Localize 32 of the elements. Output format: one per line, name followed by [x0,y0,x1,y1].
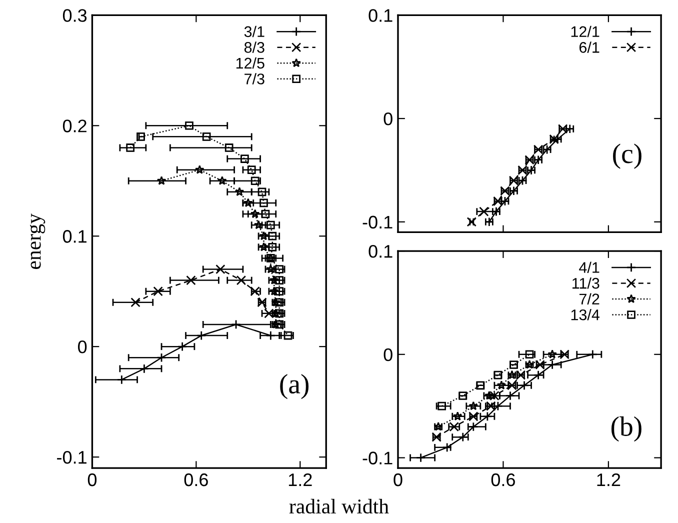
x-tick-label: 0 [88,473,97,486]
y-tick-label: -0.1 [362,216,392,229]
y-tick-label: 0 [384,348,392,362]
x-tick-label: 0.6 [184,473,208,486]
legend-label: 7/3 [244,73,264,84]
y-tick-label: 0.1 [368,244,392,258]
legend-label: 3/1 [244,26,264,38]
annotation: (c) [613,144,642,169]
y-axis-title: energy [30,214,46,269]
legend-label: 8/3 [244,42,264,53]
legend-label: 12/1 [571,26,600,38]
y-tick-label: -0.1 [57,450,86,464]
y-tick-label: 0 [78,340,87,354]
y-tick-label: 0.1 [368,9,392,22]
x-axis-title: radial width [289,498,389,514]
y-tick-label: 0.1 [62,230,86,243]
legend-label: 7/2 [579,293,600,304]
x-tick-label: 0.6 [491,473,515,486]
legend-label: 4/1 [579,262,600,273]
x-tick-label: 0 [394,473,402,486]
annotation: (a) [280,374,309,400]
annotation: (b) [611,416,642,442]
legend-label: 6/1 [579,42,600,53]
legend-label: 12/5 [236,57,264,69]
legend-label: 11/3 [572,278,600,289]
legend-label: 13/4 [571,309,600,320]
x-tick-label: 1.2 [597,473,620,486]
y-tick-label: -0.1 [362,452,392,464]
y-tick-label: 0.2 [62,120,86,132]
y-tick-label: 0 [384,112,392,126]
x-tick-label: 1.2 [288,473,312,486]
y-tick-label: 0.3 [62,9,87,22]
